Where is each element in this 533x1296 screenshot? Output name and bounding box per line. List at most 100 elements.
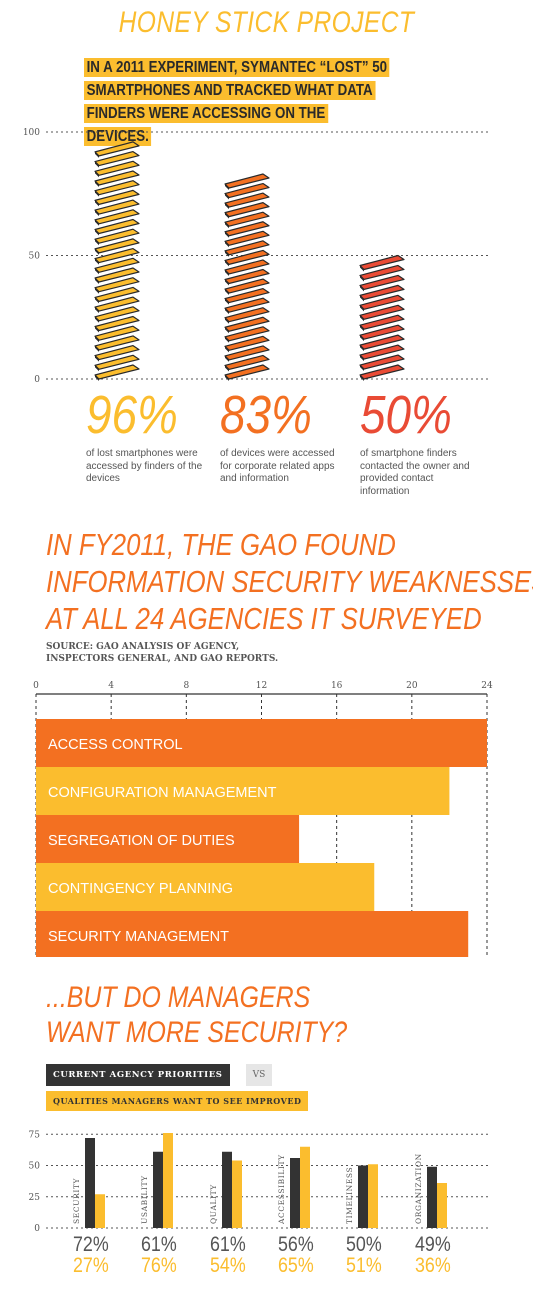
phone-edge: [225, 203, 229, 210]
weakness-bar: [36, 719, 487, 767]
wanted-percent: 76%: [141, 1254, 177, 1277]
weakness-bar: [36, 767, 450, 815]
phone-edge: [95, 151, 99, 158]
chart3-tick-label: 75: [29, 1130, 41, 1140]
chart2-tick-label: 12: [256, 681, 267, 691]
phone-edge: [95, 287, 99, 294]
phone-edge: [360, 375, 364, 381]
priority-bar: [358, 1165, 368, 1228]
priority-bar: [300, 1146, 310, 1228]
weakness-bar: [36, 815, 300, 863]
weakness-bar-label: ACCESS CONTROL: [48, 737, 183, 753]
phone-mark: [359, 314, 405, 330]
stat-description-1: of lost smartphones were accessed by fin…: [86, 448, 203, 484]
stat-percent-1: 96%: [86, 385, 178, 445]
phone-edge: [225, 308, 229, 315]
phone-mark: [359, 274, 405, 291]
phone-mark: [94, 267, 140, 283]
current-percent: 49%: [415, 1233, 451, 1256]
weakness-bar: [36, 863, 375, 911]
phone-edge: [95, 161, 99, 168]
section1-title: HONEY STICK PROJECT: [118, 6, 415, 39]
weakness-bar-label: CONFIGURATION MANAGEMENT: [48, 785, 277, 801]
phone-edge: [225, 317, 229, 324]
stat-percent-2: 83%: [220, 385, 312, 445]
phone-stack-3: [359, 254, 405, 381]
phone-edge: [225, 260, 229, 267]
category-label: ACCESSIBILITY: [277, 1154, 286, 1225]
phone-edge: [95, 239, 99, 246]
priority-bar: [437, 1183, 447, 1228]
phone-edge: [225, 289, 229, 296]
phone-edge: [95, 171, 99, 178]
current-percent: 61%: [210, 1233, 246, 1256]
phone-edge: [360, 315, 364, 322]
section2-title: IN FY2011, THE GAO FOUND INFORMATION SEC…: [46, 527, 533, 636]
wanted-percent: 65%: [278, 1254, 314, 1277]
phone-edge: [360, 355, 364, 362]
phone-mark: [224, 335, 270, 351]
wanted-percent: 54%: [210, 1254, 246, 1277]
category-label: TIMELINESS: [345, 1167, 354, 1224]
phone-edge: [95, 307, 99, 314]
phone-mark: [224, 316, 270, 332]
current-percent: 72%: [73, 1233, 109, 1256]
chart2-tick-label: 0: [33, 681, 39, 691]
category-label: SECURITY: [72, 1178, 81, 1224]
current-percent: 56%: [278, 1233, 314, 1256]
priority-bar: [427, 1166, 437, 1228]
phone-mark: [359, 354, 405, 370]
phone-edge: [95, 336, 99, 343]
weakness-bar-label: CONTINGENCY PLANNING: [48, 881, 233, 897]
phone-edge: [360, 275, 364, 282]
chart3-tick-label: 0: [34, 1224, 40, 1234]
priority-bar: [163, 1133, 173, 1228]
weakness-bar-chart: 0 4 8 12 16 20 24 ACCESS CONTROL CONFIGURATION M…: [33, 681, 493, 957]
chart1-tick-label: 0: [34, 375, 40, 385]
phone-mark: [94, 344, 140, 361]
phone-mark: [94, 354, 140, 370]
priority-bar: [85, 1138, 95, 1228]
phone-edge: [95, 277, 99, 284]
phone-mark: [94, 286, 140, 302]
priority-bar: [290, 1158, 300, 1228]
phone-edge: [225, 355, 229, 362]
phone-edge: [360, 345, 364, 352]
category-label: ORGANIZATION: [414, 1153, 423, 1224]
phone-edge: [225, 346, 229, 353]
phone-edge: [95, 365, 99, 372]
phone-edge: [225, 193, 229, 200]
phone-stack-2: [224, 173, 270, 381]
phone-mark: [359, 294, 405, 310]
phone-edge: [225, 250, 229, 257]
phone-mark: [94, 257, 140, 273]
chart2-tick-label: 16: [331, 681, 343, 691]
current-percent: 50%: [346, 1233, 382, 1256]
phone-edge: [225, 327, 229, 334]
phone-edge: [95, 297, 99, 304]
phone-edge: [225, 183, 229, 190]
priority-bar: [95, 1194, 105, 1228]
phone-edge: [360, 305, 364, 312]
legend-wanted: QUALITIES MANAGERS WANT TO SEE IMPROVED: [46, 1091, 309, 1111]
phone-edge: [225, 222, 229, 229]
legend-vs: VS: [246, 1064, 272, 1086]
section1-intro: IN A 2011 EXPERIMENT, SYMANTEC “LOST” 50…: [84, 56, 394, 148]
chart1-tick-label: 50: [29, 252, 41, 262]
phone-edge: [95, 229, 99, 236]
phone-edge: [95, 326, 99, 333]
chart3-tick-label: 50: [29, 1162, 41, 1172]
phone-mark: [94, 209, 140, 225]
phone-mark: [94, 170, 140, 186]
chart3-tick-label: 25: [29, 1193, 41, 1203]
phone-edge: [95, 316, 99, 323]
priority-bar: [153, 1151, 163, 1228]
phone-mark: [224, 297, 270, 313]
priority-bar: [368, 1164, 378, 1228]
category-label: QUALITY: [209, 1184, 218, 1224]
phone-edge: [95, 248, 99, 255]
phone-edge: [225, 375, 229, 381]
phone-mark: [94, 335, 140, 351]
section2-source: SOURCE: GAO ANALYSIS OF AGENCY, INSPECTO…: [46, 642, 279, 664]
phone-edge: [95, 268, 99, 275]
